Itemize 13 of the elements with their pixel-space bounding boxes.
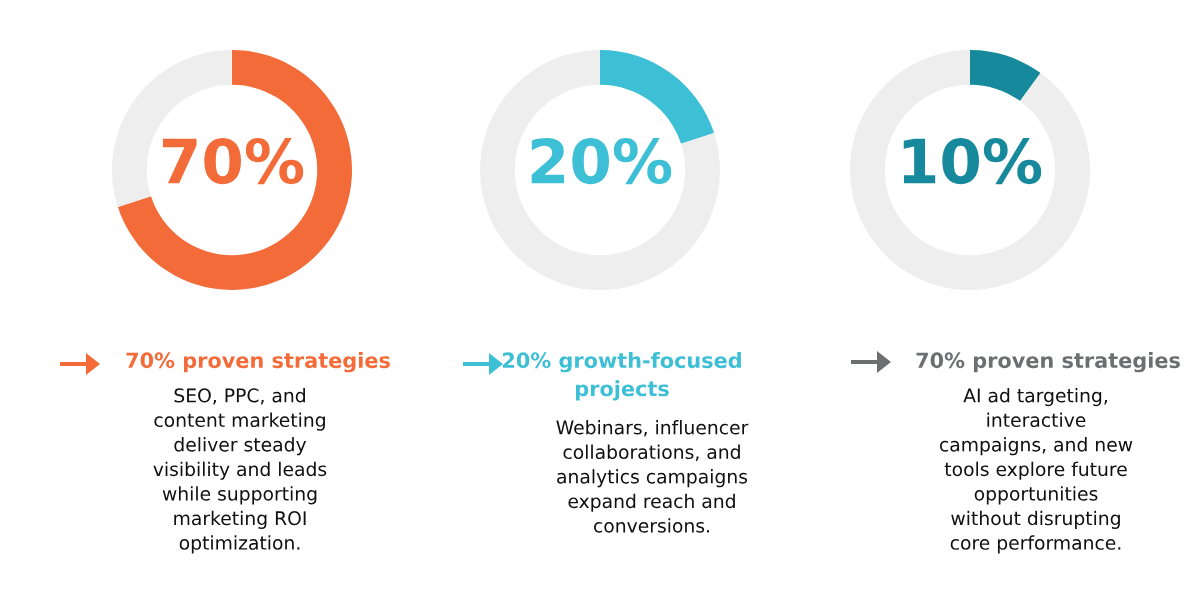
- text: 70%: [162, 137, 304, 185]
- donut-slice: [970, 50, 1041, 102]
- text: AI ad targeting, interactive campaigns, and new tools explore future opportunities without disrupting core performance.: [939, 388, 1133, 554]
- text: Webinars, influencer collaborations, and analytics campaigns expand reach and conversions.: [556, 420, 749, 533]
- text: 10%: [903, 137, 1042, 185]
- donut-slice: [480, 50, 720, 290]
- text: 70% proven strategies: [126, 352, 390, 373]
- text: SEO, PPC, and content marketing deliver steady visibility and leads while supporting marketing ROI optimization.: [153, 388, 327, 554]
- donut-slice: [117, 50, 352, 290]
- donut-slice: [850, 50, 1090, 290]
- text: 20% growth-focused projects: [503, 352, 741, 401]
- text: 70% proven strategies: [916, 352, 1180, 373]
- text: 20%: [531, 137, 672, 185]
